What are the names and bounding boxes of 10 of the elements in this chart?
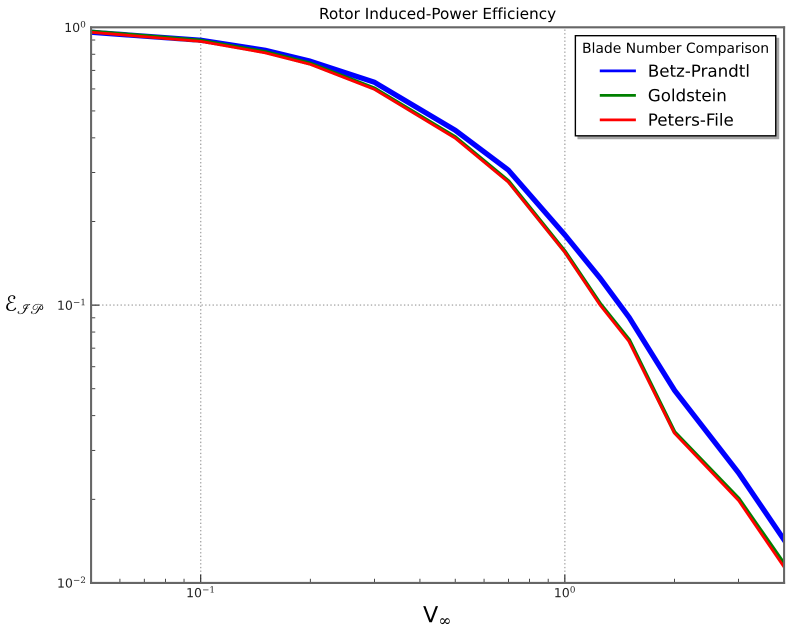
y-tick-label: 10$^{−2}$ — [58, 576, 86, 588]
legend-label: Betz-Prandtl — [649, 64, 748, 77]
x-axis-title: V$_{∞}$ — [423, 606, 450, 624]
legend-label: Goldstein — [648, 88, 726, 102]
y-tick-label: 10$^{0}$ — [66, 20, 86, 32]
chart-title: Rotor Induced-Power Efficiency — [320, 7, 556, 22]
y-tick-label: 10$^{−1}$ — [58, 298, 85, 310]
legend-label: Peters-File — [649, 113, 733, 126]
legend-title: Blade Number Comparison — [583, 42, 768, 56]
y-axis-title: ℰ$_{ℐ𝒫}$ — [6, 295, 44, 314]
